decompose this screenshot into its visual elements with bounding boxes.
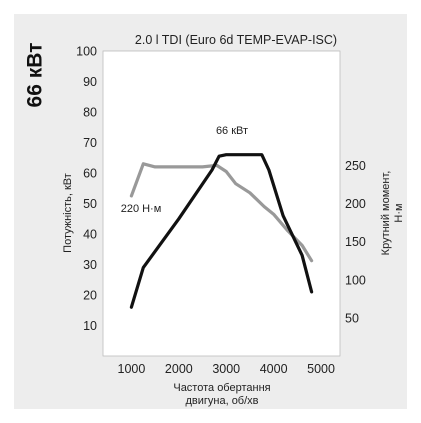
power-axis-label: Потужність, кВт [62, 173, 74, 253]
power-tick-label: 10 [83, 319, 97, 333]
power-tick-label: 100 [76, 45, 97, 59]
power-tick-label: 80 [83, 106, 97, 120]
rpm-axis-label-line1: Частота обертання [173, 382, 270, 394]
power-tick-label: 50 [83, 197, 97, 211]
rpm-axis-label-line2: двигуна, об/хв [185, 395, 258, 407]
power-tick-label: 40 [83, 228, 97, 242]
plot-border [102, 50, 341, 357]
torque-tick-label: 250 [345, 159, 366, 173]
plot-frame [102, 50, 341, 357]
series-group [129, 153, 314, 309]
torque-curve [129, 162, 314, 263]
torque-tick-label: 50 [345, 311, 359, 325]
power-tick-label: 20 [83, 289, 97, 303]
power-tick-label: 30 [83, 258, 97, 272]
plot-area [103, 51, 340, 356]
torque-tick-label: 150 [345, 235, 366, 249]
annotation-peak-torque: 220 Н·м [121, 203, 162, 215]
rpm-axis-ticks: 1000 2000 3000 4000 5000 [118, 362, 335, 376]
chart-title: 2.0 l TDI (Euro 6d TEMP-EVAP-ISC) [135, 33, 337, 47]
power-curve [129, 153, 314, 309]
rpm-tick-label: 1000 [118, 362, 146, 376]
rpm-tick-label: 2000 [165, 362, 193, 376]
torque-axis-label-line2: Н·м [393, 203, 405, 222]
rpm-tick-label: 4000 [260, 362, 288, 376]
torque-tick-label: 100 [345, 273, 366, 287]
rpm-tick-label: 3000 [212, 362, 240, 376]
power-tick-label: 70 [83, 136, 97, 150]
rpm-tick-label: 5000 [307, 362, 335, 376]
annotation-peak-power: 66 кВт [216, 125, 248, 137]
torque-axis-label-line1: Крутний момент, [380, 171, 392, 256]
power-axis-ticks: 10 20 30 40 50 60 70 80 90 100 [76, 45, 97, 334]
torque-tick-label: 200 [345, 197, 366, 211]
torque-axis-ticks: 50 100 150 200 250 [345, 159, 366, 326]
power-tick-label: 60 [83, 167, 97, 181]
power-tick-label: 90 [83, 75, 97, 89]
